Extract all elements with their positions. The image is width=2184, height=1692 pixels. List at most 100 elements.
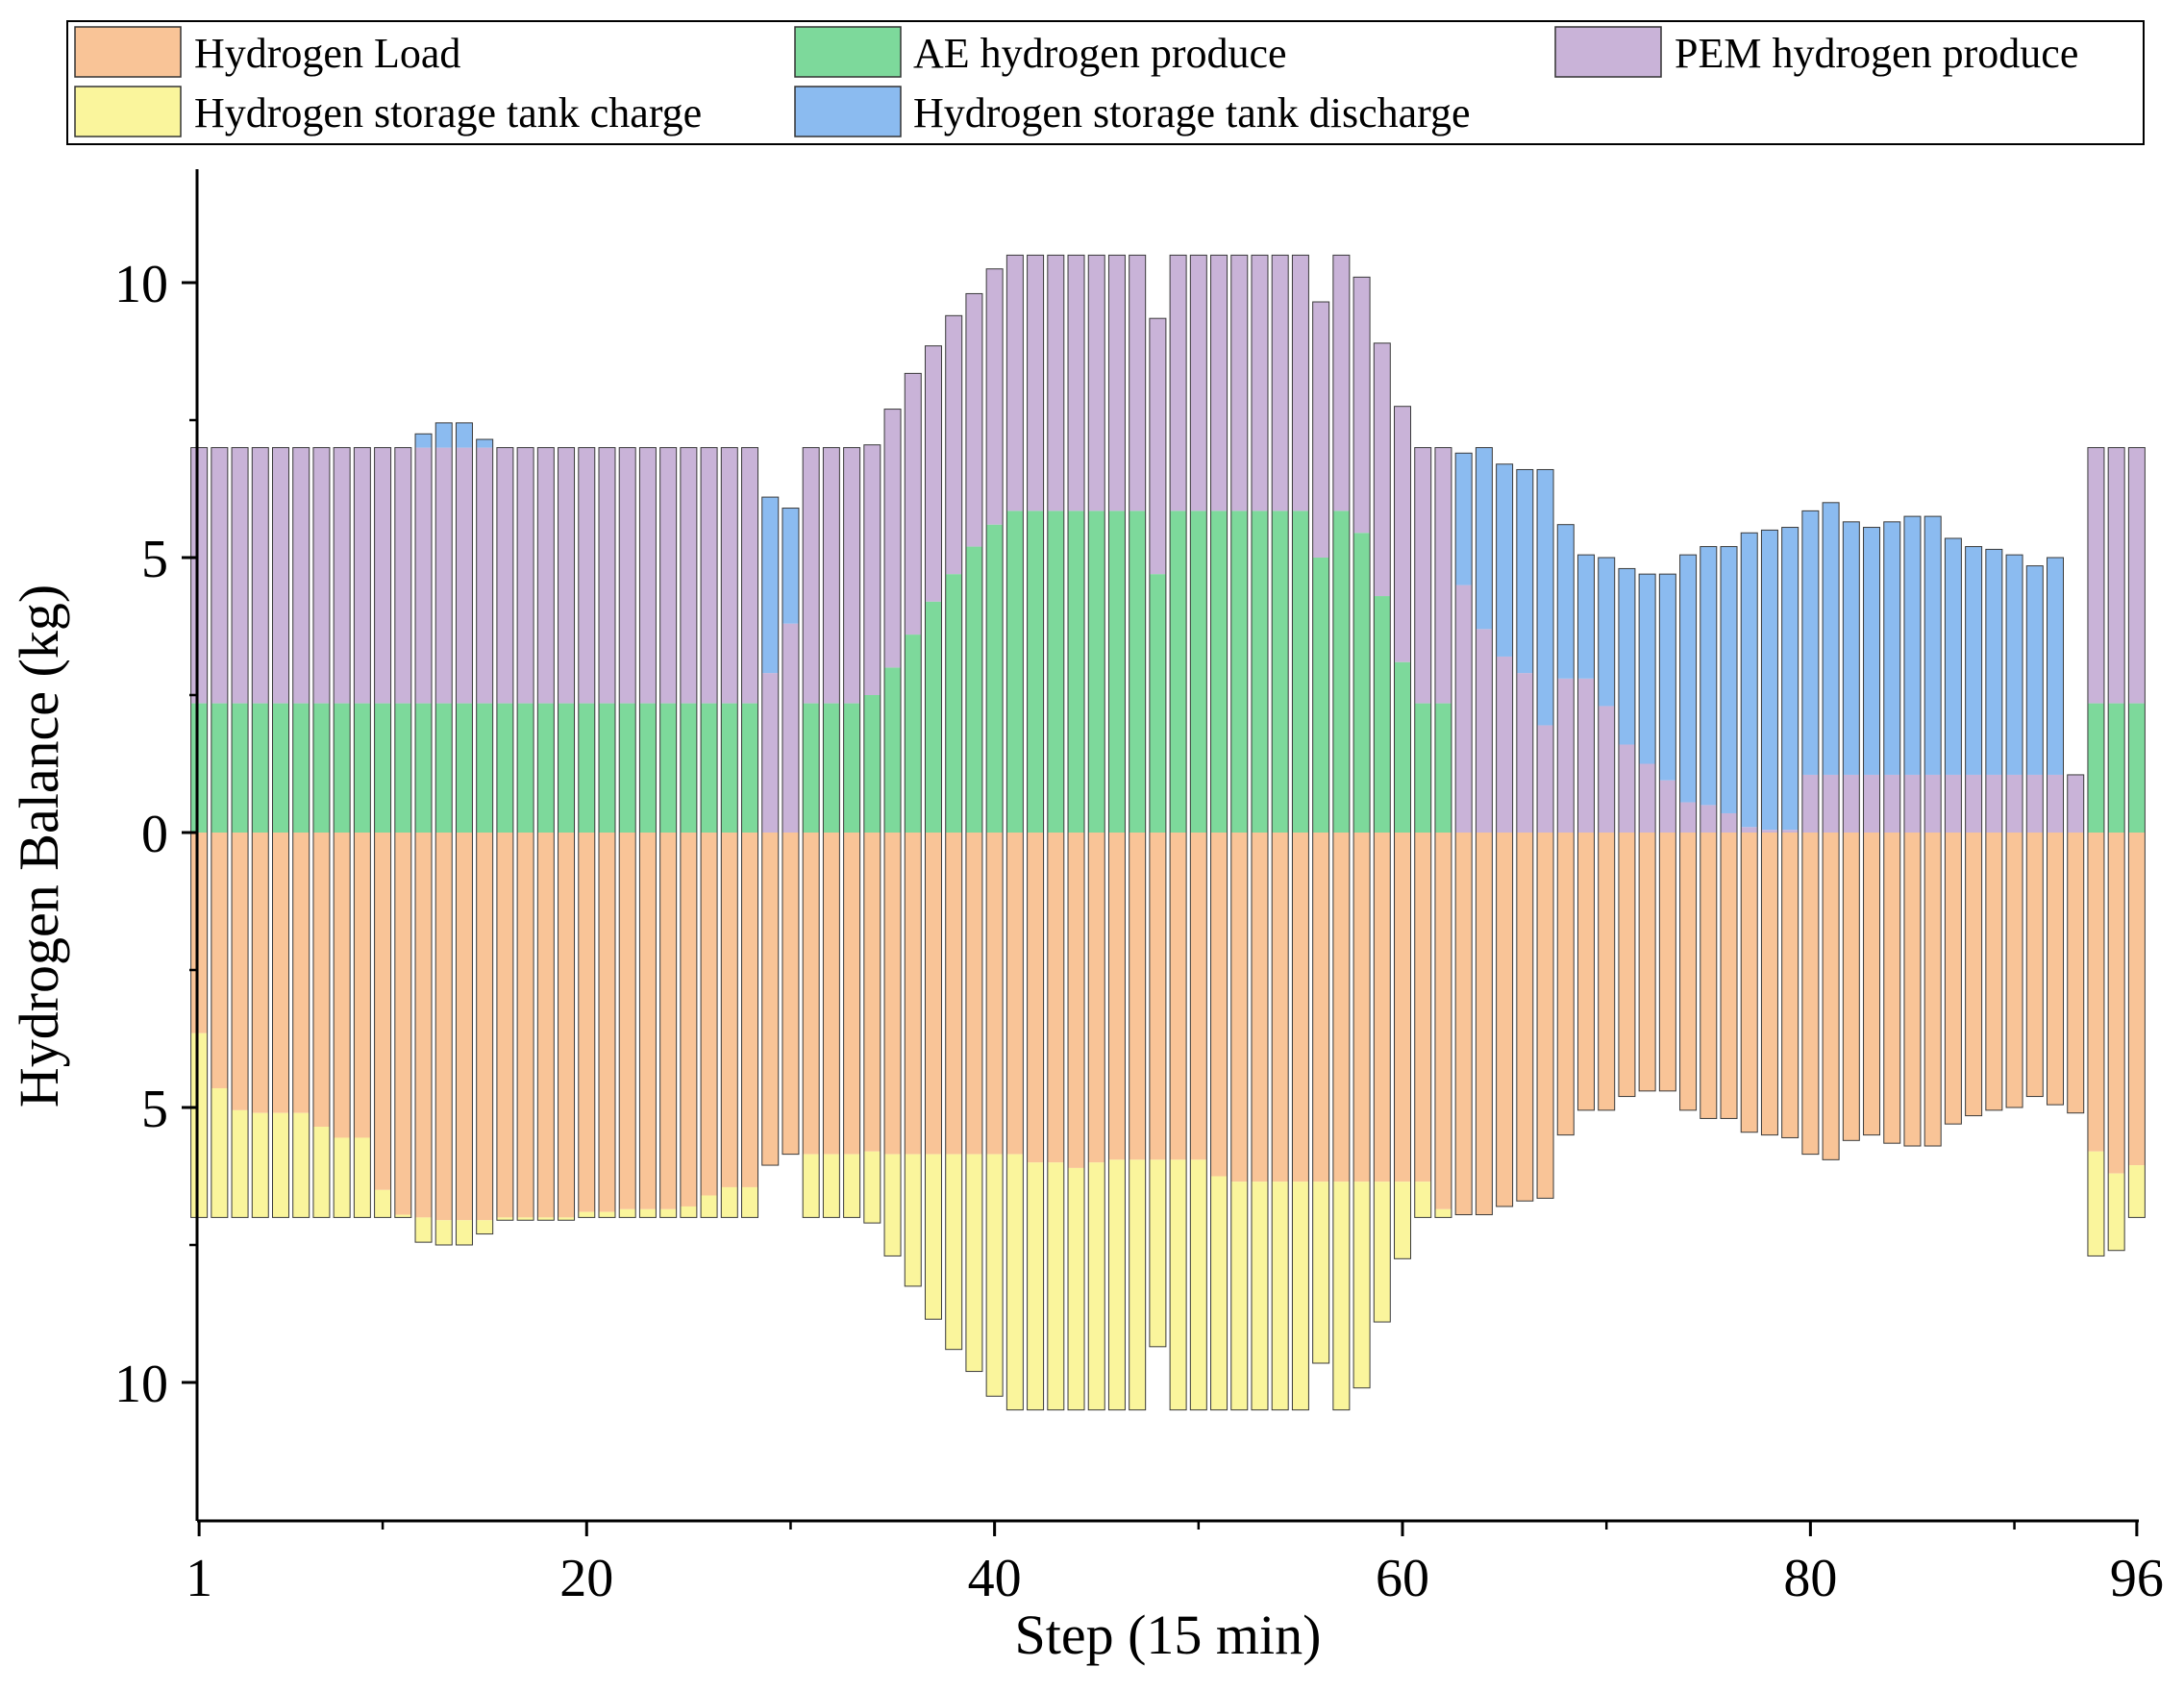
bar-segment — [680, 703, 697, 833]
bar-segment — [1761, 833, 1778, 1135]
bar-segment — [292, 447, 310, 704]
bar-segment — [2026, 774, 2044, 833]
bar-segment — [272, 447, 289, 704]
bar-outline — [333, 447, 351, 1218]
bar-segment — [1476, 447, 1493, 630]
bar-segment — [1985, 549, 2002, 775]
bar-segment — [1700, 805, 1717, 833]
bar-segment — [578, 1211, 595, 1218]
y-ticks: 10 5 0 5 10 — [114, 255, 197, 1414]
bar-segment — [1476, 629, 1493, 833]
bar-segment — [843, 833, 860, 1155]
bar-segment — [456, 703, 473, 833]
bar-segment — [1230, 510, 1248, 833]
bar-outline — [211, 447, 229, 1218]
bar-segment — [1741, 533, 1758, 828]
bar-segment — [782, 623, 799, 833]
bar-segment — [905, 634, 922, 833]
bar-segment — [537, 833, 555, 1218]
bar-outline — [496, 447, 514, 1221]
bar-segment — [701, 703, 718, 833]
bar-segment — [1272, 1182, 1289, 1410]
bar-outline — [1842, 521, 1860, 1141]
bar-outline — [394, 447, 412, 1218]
bar-outline — [1414, 447, 1432, 1218]
bar-segment — [823, 1154, 840, 1218]
bar-segment — [1312, 1182, 1329, 1363]
bar-segment — [211, 703, 228, 833]
bar-segment — [2128, 447, 2146, 704]
bar-segment — [884, 1154, 902, 1257]
bar-segment — [2128, 1165, 2146, 1218]
bar-segment — [761, 833, 779, 1166]
bar-segment — [619, 1208, 636, 1218]
bar-segment — [1659, 574, 1676, 781]
bar-outline — [1189, 254, 1207, 1411]
bar-segment — [558, 447, 575, 704]
bar-segment — [843, 447, 860, 704]
bar-segment — [639, 1208, 657, 1218]
bar-segment — [1251, 833, 1268, 1182]
bar-segment — [2006, 774, 2023, 833]
bar-segment — [619, 703, 636, 833]
bar-segment — [1108, 1159, 1126, 1410]
bar-segment — [1394, 833, 1411, 1182]
y-tick-label: 5 — [141, 1080, 168, 1139]
bar-segment — [1251, 255, 1268, 511]
bar-segment — [1496, 833, 1513, 1207]
bar-segment — [986, 268, 1004, 525]
bar-outline — [272, 447, 289, 1218]
bar-segment — [232, 703, 249, 833]
bar-outline — [516, 447, 534, 1221]
bar-segment — [945, 315, 962, 575]
bar-segment — [1557, 524, 1575, 679]
bar-segment — [1700, 546, 1717, 806]
bar-outline — [1087, 254, 1105, 1411]
bar-segment — [1190, 833, 1207, 1160]
bar-segment — [1414, 1182, 1431, 1218]
bar-segment — [965, 1154, 982, 1372]
bar-segment — [1598, 558, 1615, 707]
bar-segment — [782, 833, 799, 1155]
bar-segment — [1659, 780, 1676, 833]
bar-segment — [1985, 774, 2002, 833]
bar-segment — [312, 447, 330, 704]
bar-segment — [680, 1206, 697, 1218]
bar-segment — [1945, 537, 1962, 775]
bar-segment — [252, 1112, 269, 1218]
bar-outline — [1985, 548, 2003, 1111]
bar-segment — [558, 833, 575, 1218]
bar-segment — [925, 345, 942, 602]
bar-segment — [1047, 510, 1064, 833]
bar-segment — [1068, 255, 1085, 511]
legend-label-pem-produce: PEM hydrogen produce — [1675, 30, 2078, 77]
bar-outline — [1863, 527, 1881, 1136]
bar-segment — [476, 833, 493, 1221]
bar-segment — [823, 833, 840, 1155]
bar-segment — [1496, 656, 1513, 833]
bar-outline — [883, 409, 902, 1257]
bar-segment — [659, 703, 677, 833]
bars-layer — [190, 254, 2146, 1411]
bar-outline — [2067, 774, 2085, 1114]
bar-outline — [1903, 515, 1922, 1147]
bar-outline — [1923, 515, 1942, 1147]
bar-segment — [1598, 706, 1615, 833]
bar-segment — [925, 833, 942, 1155]
bar-segment — [1332, 255, 1350, 511]
bar-outline — [638, 447, 657, 1218]
bar-outline — [231, 447, 249, 1218]
bar-outline — [1332, 254, 1351, 1411]
bar-segment — [312, 1127, 330, 1218]
bar-outline — [558, 447, 576, 1221]
bar-segment — [517, 1217, 534, 1221]
bar-outline — [1149, 317, 1167, 1348]
bar-segment — [1537, 725, 1554, 833]
bar-segment — [1761, 830, 1778, 833]
bar-segment — [1863, 527, 1880, 775]
bar-outline — [1251, 254, 1269, 1411]
bar-segment — [1924, 833, 1942, 1147]
bar-segment — [945, 833, 962, 1155]
bar-segment — [2006, 555, 2023, 775]
bar-segment — [1088, 255, 1105, 511]
